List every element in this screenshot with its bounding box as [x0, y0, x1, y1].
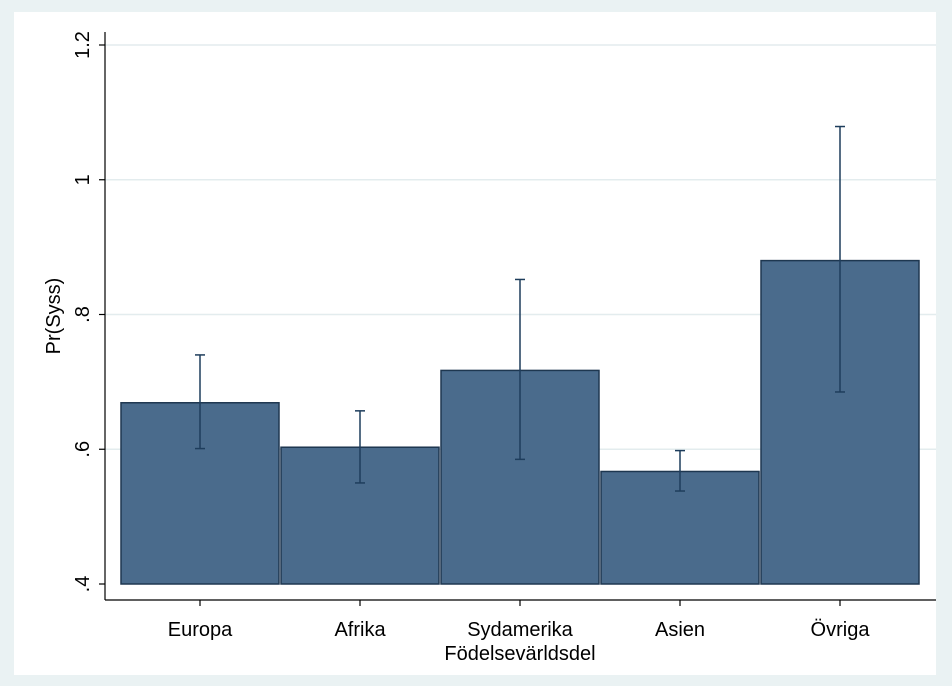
y-tick-label: .4 [72, 576, 94, 593]
y-tick-label: 1 [72, 174, 94, 185]
y-tick-label: 1.2 [72, 31, 94, 59]
x-tick-label: Asien [655, 619, 705, 641]
y-axis-title: Pr(Syss) [43, 278, 65, 355]
y-tick-label: .8 [72, 306, 94, 323]
y-axis-ticks: .4 .6 .8 1 1.2 [72, 31, 105, 592]
x-axis-title: Födelsevärldsdel [444, 643, 595, 665]
x-axis-ticks: Europa Afrika Sydamerika Asien Övriga [168, 600, 871, 641]
x-tick-label: Afrika [334, 619, 386, 641]
error-bars [195, 125, 845, 492]
x-tick-label: Övriga [811, 619, 871, 641]
x-tick-label: Sydamerika [467, 619, 573, 641]
x-tick-label: Europa [168, 619, 233, 641]
y-tick-label: .6 [72, 441, 94, 458]
